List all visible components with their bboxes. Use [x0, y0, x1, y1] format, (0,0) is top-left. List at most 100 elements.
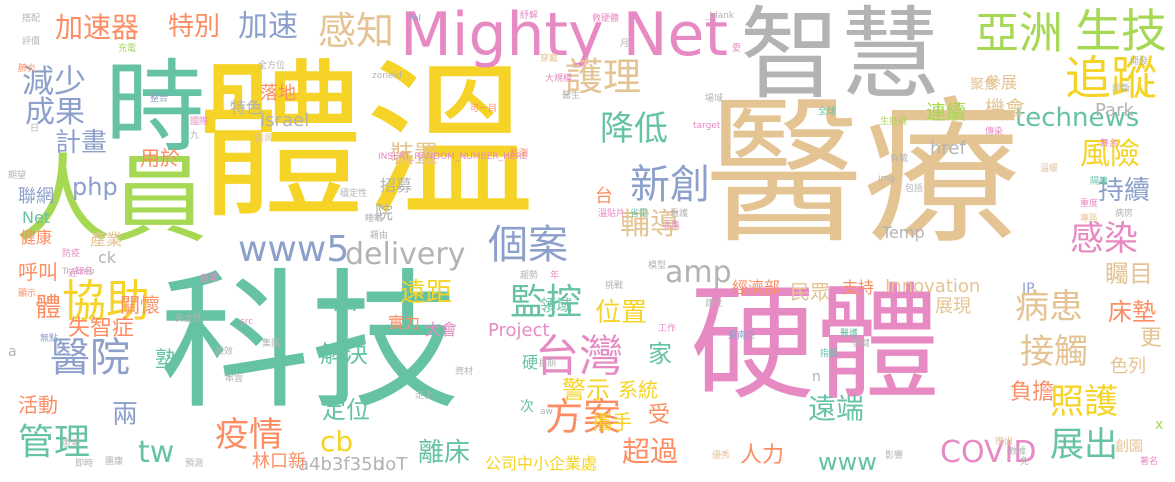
- word: 復健: [852, 339, 871, 349]
- word: 持續: [1098, 176, 1151, 206]
- word: cb: [320, 425, 354, 458]
- word: 年: [550, 271, 560, 281]
- word: Innovation: [885, 276, 981, 297]
- word: 全方位: [258, 61, 286, 71]
- word: IP: [1022, 281, 1035, 297]
- word: www: [818, 448, 877, 476]
- word: 藉由: [370, 231, 389, 241]
- word: 林口新: [252, 451, 306, 472]
- word: 模型: [648, 261, 667, 271]
- word: 愛: [732, 44, 742, 54]
- word: 台灣: [535, 331, 623, 382]
- word: 評價: [22, 37, 41, 47]
- word: 產業: [90, 230, 123, 249]
- word: 診斷: [1112, 84, 1131, 94]
- word: 追蹤: [1065, 51, 1157, 105]
- word: 數據: [1008, 447, 1027, 457]
- word: 兩: [112, 400, 139, 430]
- word: 展現: [935, 296, 971, 317]
- word: 收集: [662, 221, 681, 231]
- word: Net: [22, 208, 51, 227]
- word: 遠端: [808, 392, 865, 425]
- word: 科技: [160, 256, 461, 430]
- word: 健康: [20, 228, 53, 247]
- word: 智慧: [740, 0, 940, 113]
- word: 生技: [1075, 4, 1167, 58]
- word: Tracmo: [62, 267, 95, 277]
- word: img: [878, 174, 895, 184]
- word: 機會: [985, 96, 1025, 120]
- word: 照護: [1050, 382, 1118, 422]
- word: 著名: [1140, 457, 1159, 467]
- word: www5: [238, 229, 350, 270]
- word: 全球: [818, 107, 837, 117]
- word: 活動: [18, 393, 58, 417]
- word: 知名: [75, 267, 94, 277]
- word: 建立: [705, 299, 724, 309]
- word: 病房: [1115, 209, 1134, 219]
- word: ck: [98, 248, 117, 267]
- word: 開發: [1130, 57, 1149, 67]
- word: 穩定性: [340, 189, 368, 199]
- word: 振興: [255, 134, 274, 144]
- word: Israel: [260, 110, 310, 131]
- word: 新創: [630, 162, 710, 208]
- word: 成果: [25, 95, 85, 130]
- word: 實力: [388, 313, 421, 332]
- word: 特色: [230, 98, 263, 117]
- word: IoT: [380, 454, 408, 475]
- word: 公司中小企業處: [485, 454, 598, 473]
- word: 輔導: [620, 207, 680, 242]
- word: 整合: [150, 94, 169, 104]
- word: 溫暖: [1040, 164, 1059, 174]
- word: 九: [190, 131, 200, 141]
- word: 用於: [140, 146, 180, 170]
- word: 患者: [62, 439, 81, 449]
- word: 警示: [562, 376, 610, 404]
- word: 硬體: [690, 272, 940, 417]
- word: 民眾: [790, 280, 830, 304]
- word: 協助: [62, 276, 150, 327]
- word: 趨勢: [520, 271, 539, 281]
- word: 系統: [618, 378, 658, 402]
- word: 隔離: [1090, 177, 1109, 187]
- word: 病患: [1015, 287, 1083, 327]
- word: 硬: [522, 353, 539, 372]
- word: 無點: [40, 334, 59, 344]
- word: href: [930, 138, 966, 159]
- word: 聯網: [18, 186, 54, 207]
- word: 負載: [890, 154, 909, 164]
- word: target: [693, 121, 721, 131]
- word: 位置: [595, 298, 648, 328]
- word: 體溫: [195, 44, 536, 242]
- word: 個案: [488, 222, 568, 268]
- word: 失智症: [68, 316, 135, 341]
- word: 挑戰: [605, 281, 624, 291]
- word: 降低: [600, 109, 668, 149]
- word: 月: [620, 39, 630, 49]
- word: 資材: [455, 367, 474, 377]
- word: 東南亞: [728, 331, 756, 341]
- word: 溫貼片: [598, 209, 626, 219]
- word: 專區: [1080, 214, 1099, 224]
- word: 感知: [318, 9, 395, 53]
- word: 大會: [425, 320, 458, 339]
- word: 免: [1020, 457, 1030, 467]
- word: aw: [540, 407, 553, 417]
- word: 團康: [105, 457, 124, 467]
- word: 中: [332, 293, 359, 323]
- word: 加速: [238, 9, 298, 44]
- word: 推出: [995, 437, 1014, 447]
- word: 可一目: [470, 104, 498, 114]
- word: 大規模: [545, 74, 573, 84]
- word: 走上: [415, 391, 434, 401]
- word: delivery: [345, 237, 466, 272]
- word: 次: [520, 399, 534, 415]
- word: a: [8, 344, 17, 360]
- word: 日: [30, 124, 40, 134]
- word: 高效: [215, 347, 234, 357]
- word: 監測: [510, 149, 529, 159]
- word: 救硬體: [592, 14, 620, 24]
- word: 家: [648, 340, 672, 368]
